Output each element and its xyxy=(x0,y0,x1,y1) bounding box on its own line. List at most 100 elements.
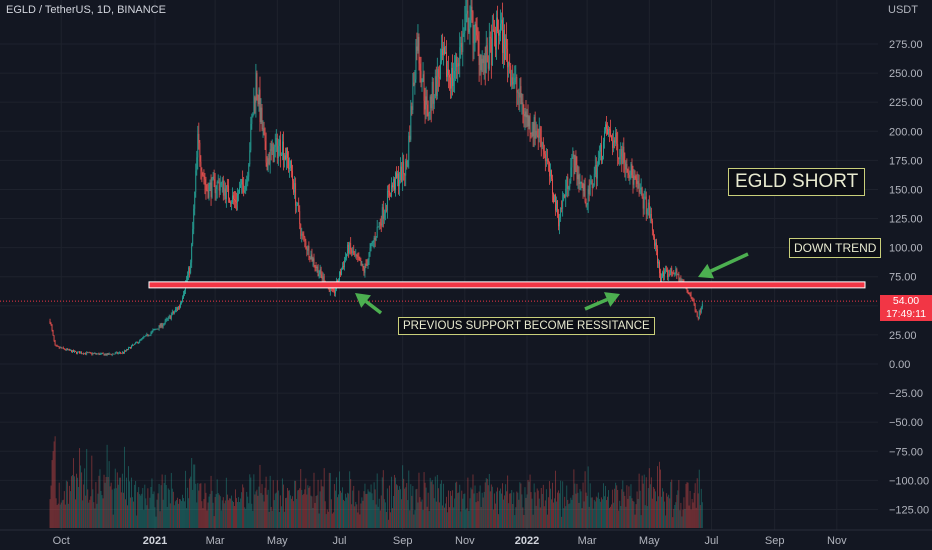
volume-bar xyxy=(144,484,146,528)
candle-body xyxy=(283,141,284,160)
volume-bar xyxy=(459,484,461,528)
candle-body xyxy=(196,157,198,171)
candle-body xyxy=(626,163,628,173)
volume-bar xyxy=(314,502,316,528)
candle-body xyxy=(580,181,582,183)
candle-body xyxy=(106,353,108,356)
price-axis[interactable]: 275.00 250.00 225.00 200.00 175.00 150.00 125.… xyxy=(889,39,929,516)
volume-bar xyxy=(517,492,519,528)
symbol-title[interactable]: EGLD / TetherUS, 1D, BINANCE xyxy=(6,4,166,16)
volume-bar xyxy=(168,489,170,528)
candle-body xyxy=(636,178,638,184)
volume-bar xyxy=(120,492,122,528)
volume-bar xyxy=(187,487,189,528)
volume-bar xyxy=(227,500,229,528)
volume-bar xyxy=(201,501,203,528)
candle-body xyxy=(115,352,117,354)
volume-bar xyxy=(528,481,530,528)
volume-bar xyxy=(434,476,436,528)
candle-body xyxy=(239,187,240,194)
volume-bar xyxy=(585,492,587,528)
volume-bar xyxy=(594,501,596,528)
volume-bar xyxy=(330,499,332,528)
volume-bar xyxy=(477,501,479,528)
volume-bar xyxy=(110,482,112,528)
candle-body xyxy=(579,182,581,184)
volume-bar xyxy=(569,503,571,528)
volume-bar xyxy=(380,495,382,528)
candle-body xyxy=(79,351,80,354)
candle-body xyxy=(598,151,600,158)
volume-bar xyxy=(138,487,140,528)
candle-body xyxy=(284,155,285,160)
volume-bar xyxy=(624,495,626,528)
volume-bar xyxy=(474,485,476,528)
candle-body xyxy=(603,141,604,156)
volume-bar xyxy=(513,492,515,528)
volume-bar xyxy=(77,477,78,528)
candle-body xyxy=(88,352,90,354)
volume-bar xyxy=(161,474,163,528)
volume-bar xyxy=(196,502,198,528)
candle-body xyxy=(614,140,616,143)
volume-bar xyxy=(667,496,669,528)
volume-bar xyxy=(218,494,220,528)
volume-bar xyxy=(393,495,394,528)
candle-body xyxy=(165,319,167,321)
candle-body xyxy=(542,142,544,152)
volume-bar xyxy=(90,496,92,528)
candle-body xyxy=(270,149,272,151)
volume-bar xyxy=(633,501,635,528)
volume-bar xyxy=(601,499,603,528)
candle-body xyxy=(244,190,246,193)
volume-bar xyxy=(506,491,508,528)
candle-body xyxy=(316,266,318,268)
candle-body xyxy=(129,347,130,348)
candle-body xyxy=(642,197,644,209)
candle-body xyxy=(142,337,144,339)
candle-body xyxy=(365,264,367,266)
volume-bar xyxy=(107,476,109,528)
note-previous-support[interactable]: PREVIOUS SUPPORT BECOME RESSITANCE xyxy=(398,317,655,335)
volume-bar xyxy=(573,469,575,528)
volume-bar xyxy=(167,488,169,528)
volume-bar xyxy=(121,473,123,528)
candle-body xyxy=(62,347,64,349)
volume-bar xyxy=(165,485,167,528)
candle-body xyxy=(401,166,403,182)
volume-bar xyxy=(194,464,196,528)
candle-body xyxy=(133,344,134,346)
volume-bar xyxy=(141,493,143,528)
candle-body xyxy=(504,29,505,60)
candle-body xyxy=(602,155,603,161)
candle-body xyxy=(599,144,601,152)
candle-body xyxy=(206,190,208,191)
candle-body xyxy=(550,170,551,177)
volume-bar xyxy=(177,503,179,528)
volume-bar xyxy=(504,495,506,528)
candle-body xyxy=(670,267,672,276)
volume-bar xyxy=(183,498,184,528)
y-tick-label: −25.00 xyxy=(889,388,923,400)
candle-body xyxy=(293,180,295,193)
candle-body xyxy=(250,123,252,151)
volume-bar xyxy=(440,480,442,528)
candle-body xyxy=(360,260,362,266)
note-egld-short[interactable]: EGLD SHORT xyxy=(728,168,866,196)
volume-bar xyxy=(452,490,454,528)
candle-body xyxy=(223,188,225,196)
candle-body xyxy=(674,272,676,275)
time-axis[interactable]: Oct 2021 Mar May Jul Sep Nov 2022 Mar May Jul Sep No… xyxy=(0,529,932,547)
volume-bar xyxy=(97,493,99,528)
candle-body xyxy=(695,311,697,313)
candle-body xyxy=(281,141,283,156)
volume-bar xyxy=(80,465,82,528)
volume-bar xyxy=(118,477,120,528)
candle-body xyxy=(319,269,321,274)
volume-bar xyxy=(495,491,497,528)
note-down-trend[interactable]: DOWN TREND xyxy=(789,238,882,258)
candle-body xyxy=(588,188,590,195)
volume-bar xyxy=(515,507,517,528)
candle-body xyxy=(420,70,422,83)
